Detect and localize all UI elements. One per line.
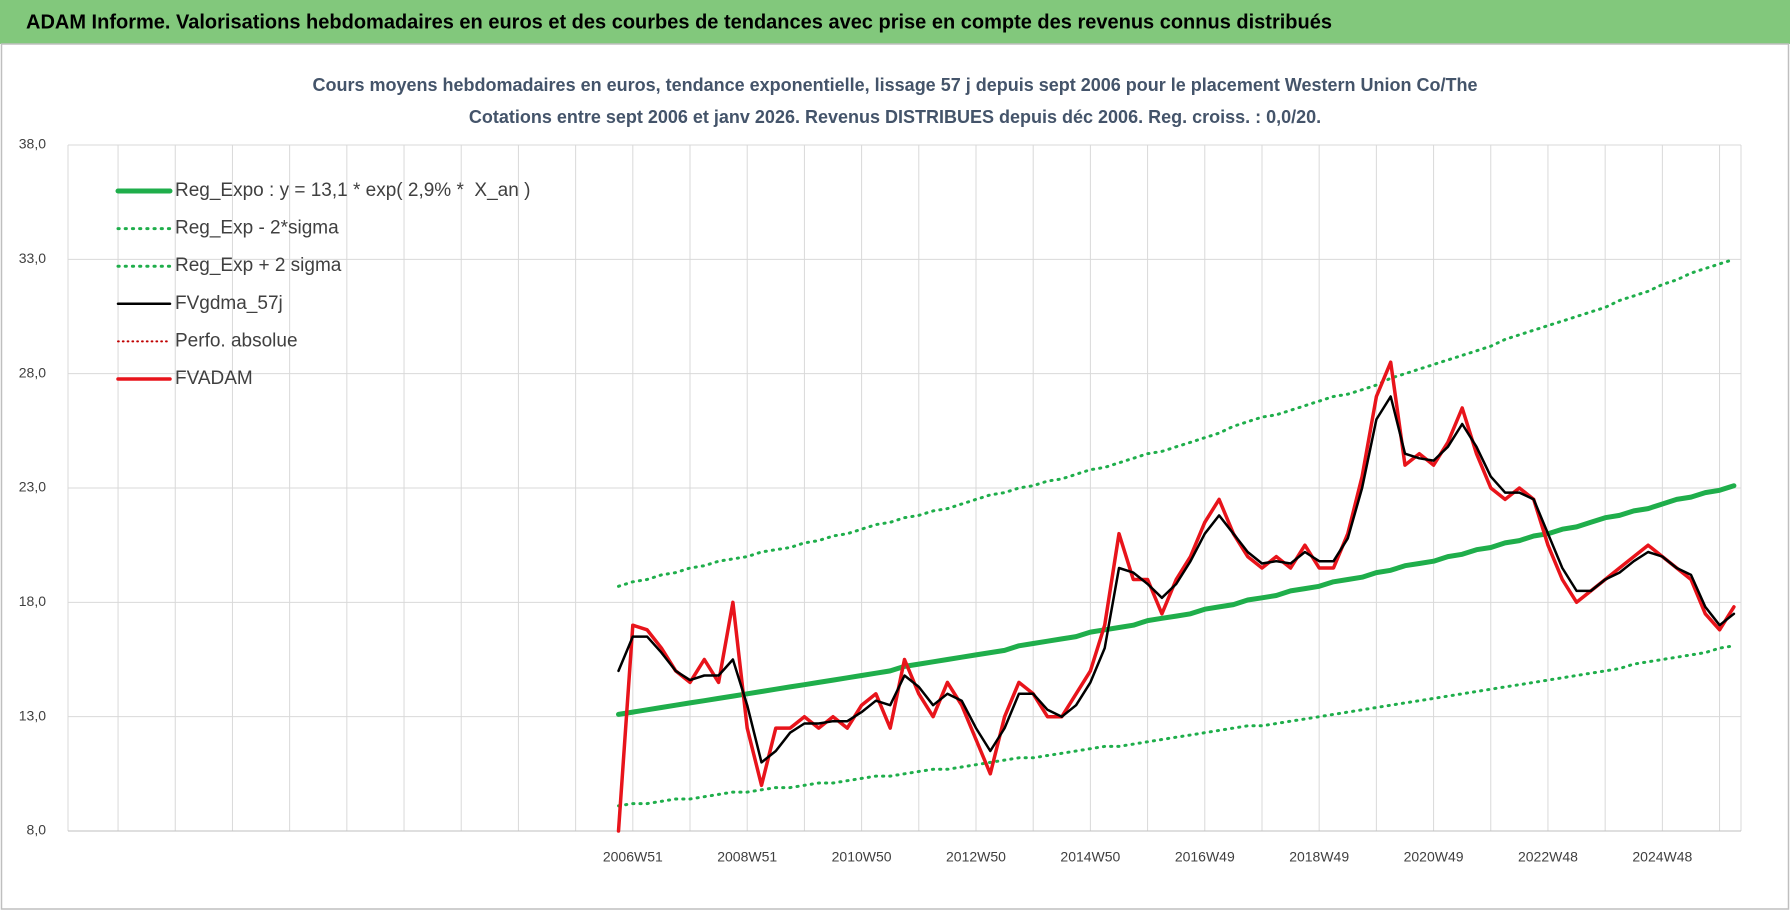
x-tick-label: 2010W50: [832, 849, 892, 865]
y-tick-label: 18,0: [19, 593, 46, 609]
x-tick-label: 2016W49: [1175, 849, 1235, 865]
header-bar: [0, 0, 1790, 44]
x-tick-label: 2018W49: [1289, 849, 1349, 865]
legend-label: Reg_Exp - 2*sigma: [175, 218, 339, 239]
series-line: [617, 257, 1736, 588]
chart-frame: [0, 43, 1790, 910]
x-tick-label: 2022W48: [1518, 849, 1578, 865]
x-tick-label: 2014W50: [1060, 849, 1120, 865]
header-title: ADAM Informe. Valorisations hebdomadaire…: [26, 11, 1332, 33]
legend-label: Reg_Exp + 2 sigma: [175, 255, 342, 276]
x-tick-label: 2020W49: [1404, 849, 1464, 865]
chart-subtitle: Cotations entre sept 2006 et janv 2026. …: [469, 107, 1321, 127]
legend-label: FVADAM: [175, 368, 253, 389]
y-tick-label: 8,0: [27, 822, 47, 838]
legend-label: Perfo. absolue: [175, 330, 298, 351]
legend-label: Reg_Expo : y = 13,1 * exp( 2,9% * X_an ): [175, 180, 530, 201]
series-line: [617, 395, 1736, 764]
x-tick-label: 2008W51: [717, 849, 777, 865]
series-line: [616, 360, 1736, 833]
y-tick-label: 13,0: [19, 707, 46, 723]
series-line: [617, 644, 1736, 808]
x-tick-label: 2006W51: [603, 849, 663, 865]
y-tick-label: 38,0: [19, 136, 46, 152]
chart-title: Cours moyens hebdomadaires en euros, ten…: [313, 75, 1478, 95]
legend-label: FVgdma_57j: [175, 293, 283, 314]
y-tick-label: 33,0: [19, 250, 46, 266]
grid: 8,0 13,0 18,0 23,0 28,0 33,0 38,0 2006W51 2008W5…: [19, 136, 1742, 865]
legend: Reg_Expo : y = 13,1 * exp( 2,9% * X_an )…: [115, 180, 530, 389]
y-tick-label: 23,0: [19, 479, 46, 495]
x-tick-label: 2024W48: [1632, 849, 1692, 865]
plot: [616, 257, 1737, 833]
x-tick-label: 2012W50: [946, 849, 1006, 865]
y-tick-label: 28,0: [19, 364, 46, 380]
